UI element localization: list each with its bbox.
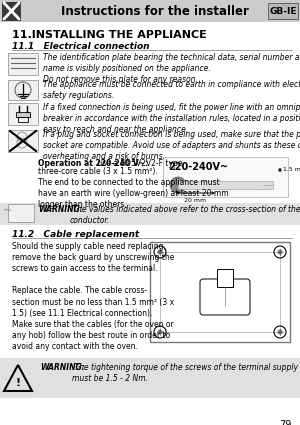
Text: The tightening torque of the screws of the terminal supply wires
must be 1.5 - 2: The tightening torque of the screws of t… bbox=[72, 363, 300, 383]
Bar bbox=[268, 3, 298, 19]
Bar bbox=[0, 358, 300, 398]
Text: three-core cable (3 x 1.5 mm²).
The end to be connected to the appliance must
ha: three-core cable (3 x 1.5 mm²). The end … bbox=[38, 167, 229, 209]
Text: 79: 79 bbox=[280, 420, 292, 425]
Text: 220-240V~: 220-240V~ bbox=[168, 162, 228, 172]
Text: 11.1   Electrical connection: 11.1 Electrical connection bbox=[12, 42, 149, 51]
Bar bbox=[150, 242, 290, 342]
Text: The values indicated above refer to the cross-section of the internal
conductor.: The values indicated above refer to the … bbox=[70, 205, 300, 225]
Text: The identification plate bearing the technical data, serial number and brand
nam: The identification plate bearing the tec… bbox=[43, 53, 300, 84]
Bar bbox=[2, 2, 21, 21]
Bar bbox=[8, 53, 38, 75]
Bar bbox=[160, 252, 280, 332]
Bar bbox=[18, 117, 28, 122]
Bar bbox=[8, 130, 38, 152]
Bar bbox=[16, 112, 30, 117]
Text: ~: ~ bbox=[3, 206, 13, 216]
Text: 11.2   Cable replacement: 11.2 Cable replacement bbox=[12, 230, 139, 239]
Text: GB-IE: GB-IE bbox=[269, 6, 297, 15]
Circle shape bbox=[278, 249, 283, 255]
Bar bbox=[0, 203, 300, 225]
Bar bbox=[8, 204, 34, 222]
Text: If a fixed connection is being used, fit the power line with an omnipolar circui: If a fixed connection is being used, fit… bbox=[43, 103, 300, 134]
Bar bbox=[178, 181, 273, 189]
Text: Instructions for the installer: Instructions for the installer bbox=[61, 5, 249, 17]
Circle shape bbox=[278, 329, 283, 334]
Circle shape bbox=[170, 177, 186, 193]
Text: WARNING:: WARNING: bbox=[40, 363, 85, 372]
Circle shape bbox=[158, 249, 163, 255]
Bar bbox=[8, 80, 38, 100]
Text: The appliance must be connected to earth in compliance with electrical system
sa: The appliance must be connected to earth… bbox=[43, 80, 300, 100]
Text: WARNING:: WARNING: bbox=[38, 205, 83, 214]
Bar bbox=[163, 157, 288, 197]
Text: Should the supply cable need replacing,
remove the back guard by unscrewing the
: Should the supply cable need replacing, … bbox=[12, 242, 174, 351]
Text: 11.INSTALLING THE APPLIANCE: 11.INSTALLING THE APPLIANCE bbox=[12, 30, 207, 40]
Text: !: ! bbox=[15, 378, 21, 388]
Text: use a H05V2V2-F type: use a H05V2V2-F type bbox=[95, 159, 182, 168]
Bar bbox=[217, 269, 233, 287]
Bar bbox=[8, 103, 38, 125]
Text: 1.5 mm²: 1.5 mm² bbox=[283, 167, 300, 172]
Text: 20 mm: 20 mm bbox=[184, 198, 206, 203]
Text: If a plug and socket connection is being used, make sure that the plug and
socke: If a plug and socket connection is being… bbox=[43, 130, 300, 161]
Text: Operation at 220-240 V~:: Operation at 220-240 V~: bbox=[38, 159, 148, 168]
Bar bbox=[0, 0, 300, 22]
FancyBboxPatch shape bbox=[200, 279, 250, 315]
Circle shape bbox=[158, 329, 163, 334]
